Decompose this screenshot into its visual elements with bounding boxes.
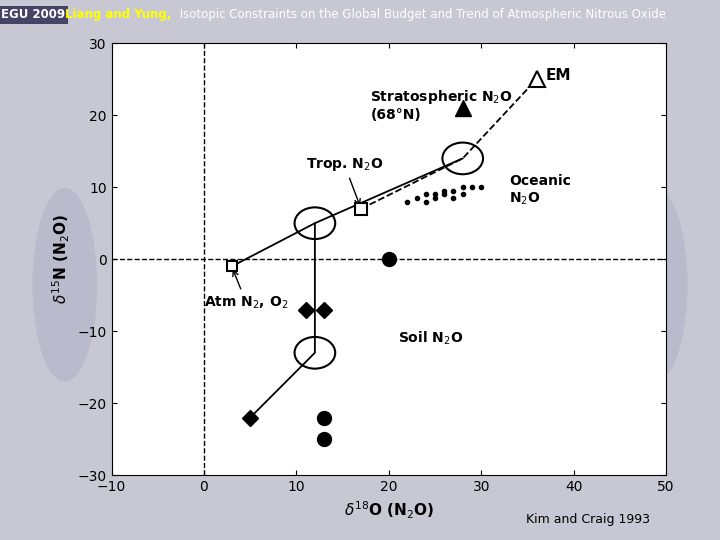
Ellipse shape — [623, 188, 688, 382]
Text: Oceanic
N$_2$O: Oceanic N$_2$O — [509, 174, 571, 207]
Text: Liang and Yung,: Liang and Yung, — [65, 8, 171, 22]
Y-axis label: $\delta^{15}$N (N$_2$O): $\delta^{15}$N (N$_2$O) — [50, 214, 72, 305]
Text: Trop. N$_2$O: Trop. N$_2$O — [305, 156, 383, 205]
Text: Kim and Craig 1993: Kim and Craig 1993 — [526, 514, 649, 526]
Text: Soil N$_2$O: Soil N$_2$O — [398, 330, 464, 347]
Text: EM: EM — [546, 68, 572, 83]
Text: EGU 2009: EGU 2009 — [1, 8, 66, 22]
Text: Stratospheric N$_2$O
(68°N): Stratospheric N$_2$O (68°N) — [370, 88, 513, 123]
X-axis label: $\delta^{18}$O (N$_2$O): $\delta^{18}$O (N$_2$O) — [343, 500, 434, 521]
Text: Atm N$_2$, O$_2$: Atm N$_2$, O$_2$ — [204, 271, 288, 310]
Text: Isotopic Constraints on the Global Budget and Trend of Atmospheric Nitrous Oxide: Isotopic Constraints on the Global Budge… — [176, 8, 667, 22]
Ellipse shape — [32, 188, 97, 382]
